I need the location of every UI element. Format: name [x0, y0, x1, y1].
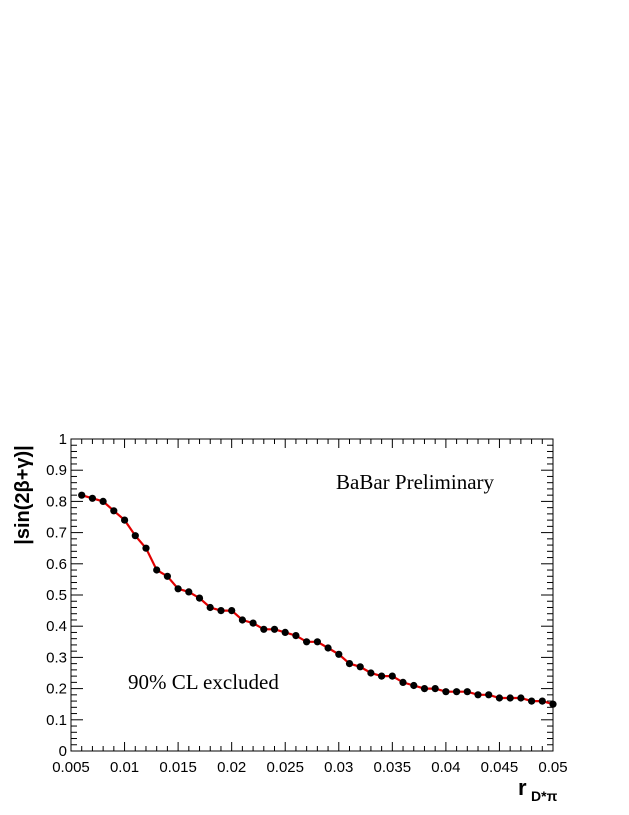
data-point	[174, 585, 182, 593]
y-axis-title: |sin(2β+γ)|	[12, 445, 34, 545]
axis-ticks	[70, 438, 554, 752]
data-point	[356, 663, 364, 671]
data-point	[163, 572, 171, 580]
data-point	[292, 632, 300, 640]
annotation-babar: BaBar Preliminary	[336, 470, 495, 494]
x-tick-label: 0.03	[324, 759, 353, 776]
annotation-excluded: 90% CL excluded	[128, 670, 279, 694]
data-point	[506, 694, 514, 702]
data-point	[142, 544, 150, 552]
y-tick-label: 0	[59, 743, 67, 760]
data-point	[410, 681, 418, 690]
x-tick-label: 0.005	[52, 759, 90, 776]
data-point	[99, 497, 107, 505]
data-point	[110, 507, 118, 515]
data-point	[378, 672, 386, 680]
data-points	[78, 491, 557, 708]
data-point	[388, 672, 396, 680]
data-point	[442, 688, 450, 696]
data-point	[270, 625, 279, 633]
y-tick-label: 0.8	[46, 493, 67, 510]
y-tick-label: 0.1	[46, 712, 67, 729]
data-point	[495, 694, 503, 702]
data-point	[260, 625, 268, 633]
x-tick-label: 0.015	[159, 759, 197, 776]
data-point	[367, 669, 375, 677]
data-point	[538, 697, 546, 705]
data-point	[474, 691, 482, 699]
y-tick-label: 0.5	[46, 587, 67, 604]
y-tick-label: 0.7	[46, 525, 67, 542]
data-point	[121, 516, 129, 524]
data-point	[420, 685, 429, 693]
y-tick-label: 1	[59, 431, 67, 448]
x-tick-label: 0.045	[481, 759, 519, 776]
y-tick-label: 0.3	[46, 649, 67, 666]
data-point	[335, 650, 343, 658]
x-tick-label: 0.01	[110, 759, 139, 776]
y-tick-labels: 0 0.1 0.2 0.3 0.4 0.5 0.6 0.7 0.8 0.9 1	[46, 431, 67, 760]
y-tick-label: 0.2	[46, 681, 67, 698]
data-point	[238, 616, 246, 624]
data-point	[131, 532, 139, 540]
x-axis-title-sub: D*π	[531, 788, 558, 804]
data-point	[399, 678, 407, 687]
data-point	[463, 688, 471, 696]
data-point	[78, 491, 86, 499]
x-tick-label: 0.02	[217, 759, 246, 776]
data-point	[88, 494, 96, 502]
x-axis-title-main: r	[518, 775, 527, 800]
x-axis-title: r D*π	[518, 775, 558, 804]
data-point	[549, 700, 557, 708]
data-point	[281, 628, 289, 637]
data-point	[228, 607, 236, 615]
x-tick-labels: 0.005 0.01 0.015 0.02 0.025 0.03 0.035 0.04 0.04…	[52, 759, 567, 776]
data-point	[206, 603, 214, 612]
y-tick-label: 0.9	[46, 462, 67, 479]
data-point	[249, 619, 257, 627]
x-tick-label: 0.025	[266, 759, 304, 776]
data-point	[528, 697, 536, 705]
data-point	[153, 566, 161, 574]
data-point	[345, 660, 354, 668]
data-point	[324, 644, 332, 652]
data-point	[303, 638, 311, 646]
y-tick-label: 0.6	[46, 556, 67, 573]
y-tick-label: 0.4	[46, 618, 67, 635]
x-tick-label: 0.035	[374, 759, 412, 776]
x-tick-label: 0.04	[431, 759, 460, 776]
data-point	[517, 694, 525, 702]
data-point	[431, 685, 439, 693]
data-point	[217, 607, 225, 615]
data-point	[485, 691, 493, 699]
data-point	[313, 638, 321, 646]
x-tick-label: 0.05	[538, 759, 567, 776]
data-point	[185, 588, 193, 596]
data-point	[195, 594, 204, 602]
data-point	[453, 688, 461, 696]
